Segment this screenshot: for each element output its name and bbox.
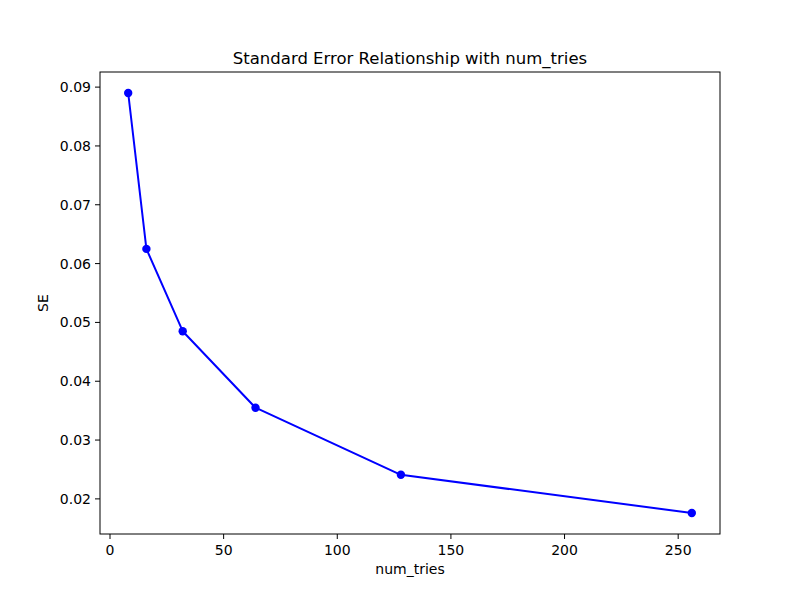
- y-tick-label: 0.04: [60, 373, 91, 389]
- x-axis-ticks: 0 50 100 150 200 250: [106, 534, 692, 558]
- data-point: [251, 404, 259, 412]
- chart-title: Standard Error Relationship with num_tri…: [233, 49, 587, 69]
- x-tick-label: 100: [324, 542, 351, 558]
- figure-canvas: 0 50 100 150 200 250 0.02 0.03 0.04 0.05 0.06 0.07…: [0, 0, 800, 600]
- y-tick-label: 0.06: [60, 256, 91, 272]
- y-tick-label: 0.02: [60, 491, 91, 507]
- data-point: [688, 509, 696, 517]
- data-point: [179, 327, 187, 335]
- plot-area: [100, 72, 720, 534]
- x-axis-label: num_tries: [375, 561, 444, 577]
- y-axis-label: SE: [35, 294, 51, 312]
- x-tick-label: 50: [215, 542, 233, 558]
- y-tick-label: 0.05: [60, 314, 91, 330]
- series-line: [128, 93, 692, 513]
- y-tick-label: 0.03: [60, 432, 91, 448]
- data-point: [142, 245, 150, 253]
- data-point: [397, 471, 405, 479]
- data-series: [124, 89, 696, 517]
- data-point: [124, 89, 132, 97]
- y-axis-ticks: 0.02 0.03 0.04 0.05 0.06 0.07 0.08 0.09: [60, 79, 100, 507]
- x-tick-label: 200: [551, 542, 578, 558]
- chart-canvas: 0 50 100 150 200 250 0.02 0.03 0.04 0.05 0.06 0.07…: [0, 0, 800, 600]
- x-tick-label: 250: [665, 542, 692, 558]
- x-tick-label: 150: [438, 542, 465, 558]
- y-tick-label: 0.09: [60, 79, 91, 95]
- y-tick-label: 0.08: [60, 138, 91, 154]
- y-tick-label: 0.07: [60, 197, 91, 213]
- x-tick-label: 0: [106, 542, 115, 558]
